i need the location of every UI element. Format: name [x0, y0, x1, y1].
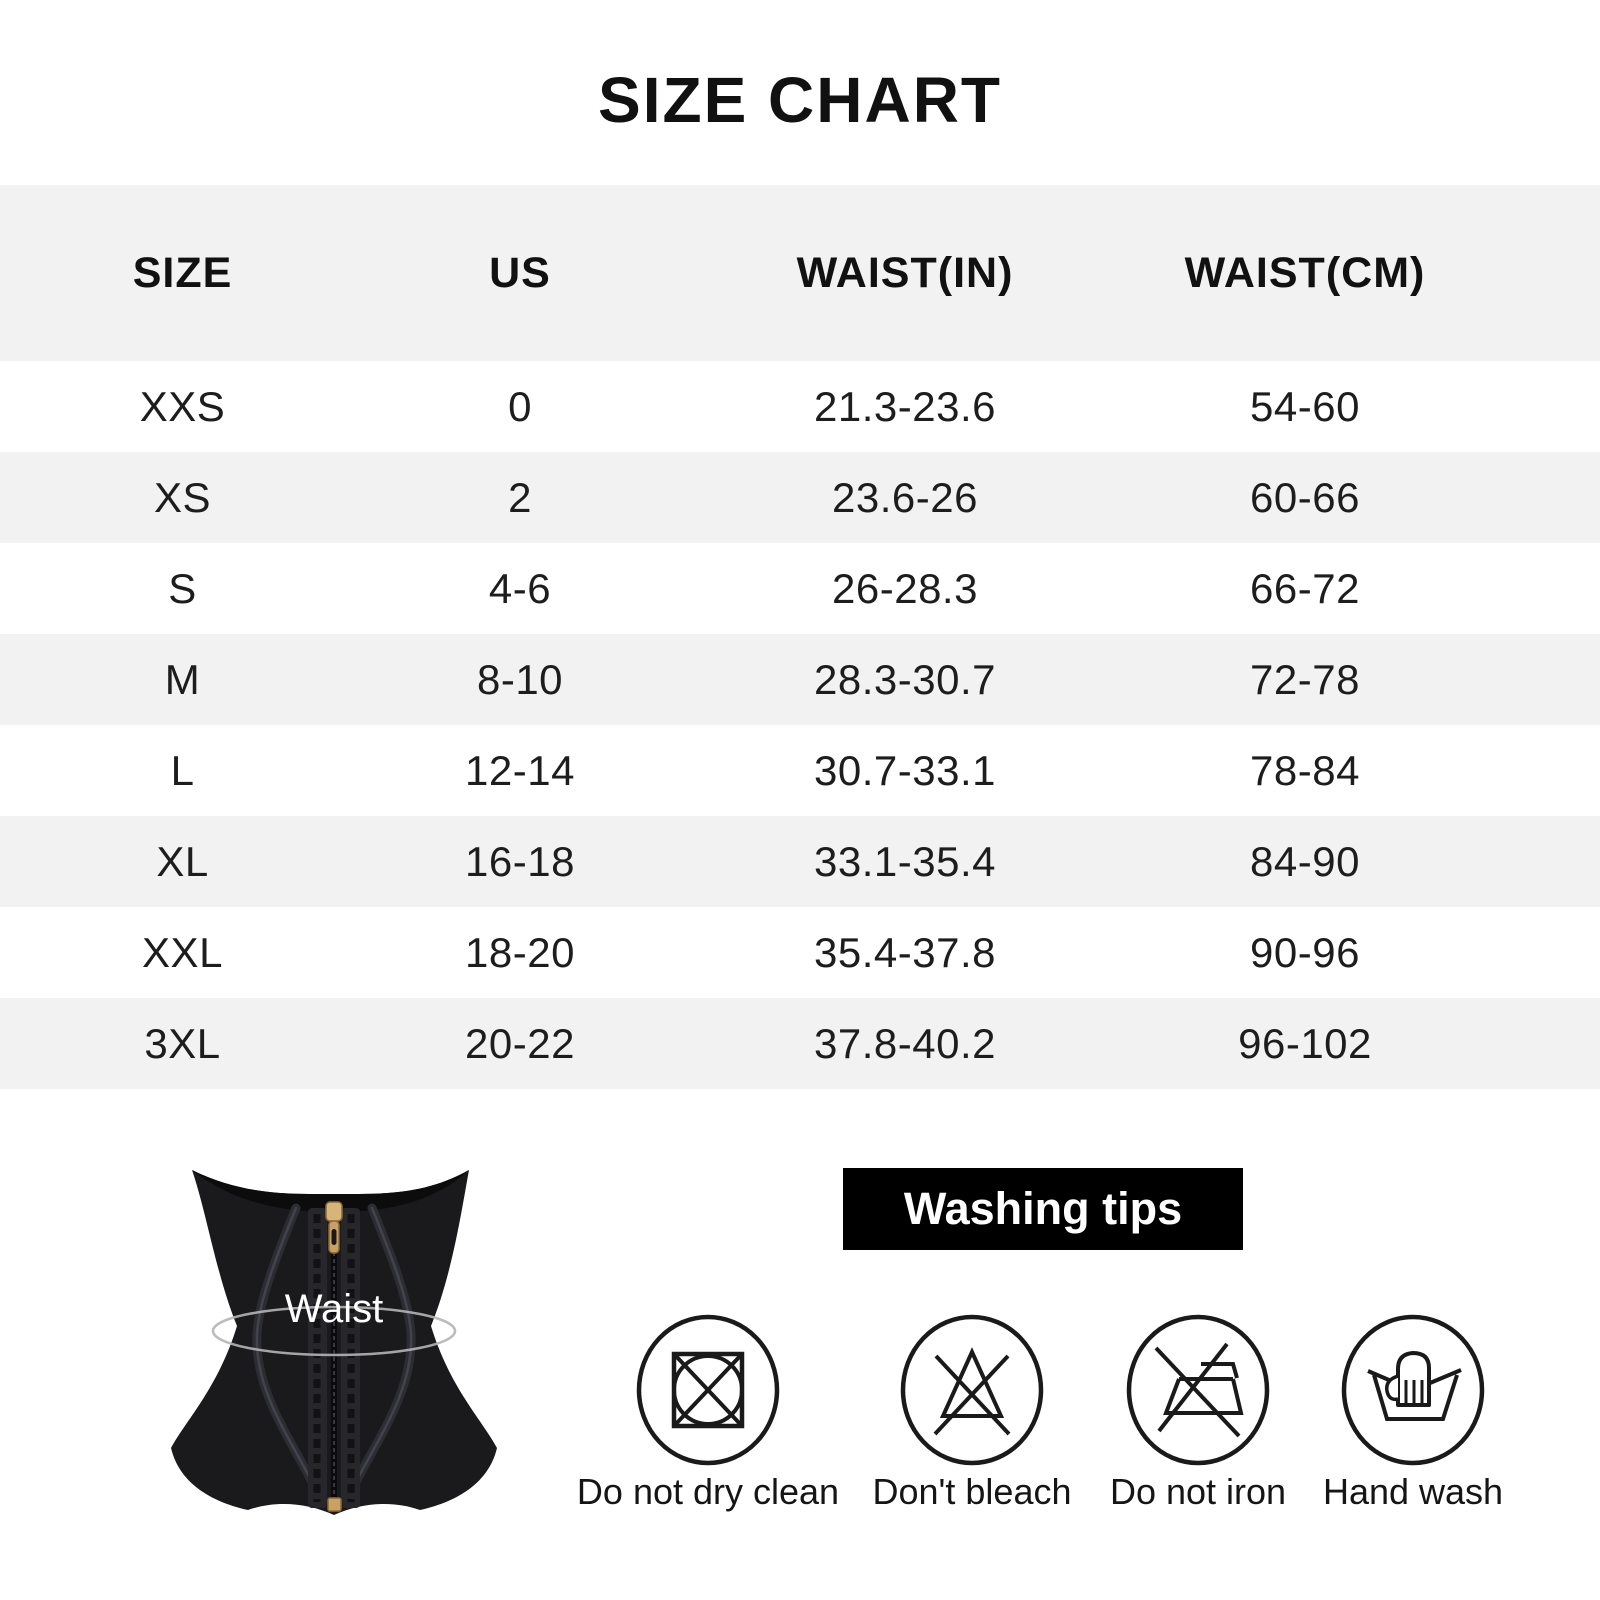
table-cell-us: 2: [508, 473, 532, 521]
waist-label: Waist: [285, 1287, 384, 1331]
table-cell-waist-in: 37.8-40.2: [814, 1019, 996, 1067]
table-cell-size: L: [170, 746, 195, 794]
table-cell-us: 16-18: [465, 837, 575, 885]
table-cell-waist-in: 28.3-30.7: [814, 655, 996, 703]
wash-label-hand-wash: Hand wash: [1322, 1471, 1504, 1512]
wash-label-dont-bleach: Don't bleach: [872, 1471, 1072, 1512]
table-row: L 12-14 30.7-33.1 78-84: [0, 725, 1600, 816]
table-row: XS 2 23.6-26 60-66: [0, 452, 1600, 543]
column-header-size: SIZE: [132, 248, 233, 297]
zipper-icon: [308, 1201, 360, 1512]
waist-ellipse: [211, 1305, 457, 1357]
wash-label-do-not-dry-clean: Do not dry clean: [576, 1471, 840, 1512]
table-cell-waist-in: 23.6-26: [832, 473, 978, 521]
table-cell-size: XL: [156, 837, 209, 885]
do-not-dry-clean-icon: [636, 1314, 780, 1466]
table-cell-waist-cm: 84-90: [1250, 837, 1360, 885]
table-row: XL 16-18 33.1-35.4 84-90: [0, 816, 1600, 907]
table-cell-waist-cm: 66-72: [1250, 564, 1360, 612]
table-cell-size: 3XL: [144, 1019, 221, 1067]
table-cell-us: 18-20: [465, 928, 575, 976]
table-cell-us: 12-14: [465, 746, 575, 794]
table-row: S 4-6 26-28.3 66-72: [0, 543, 1600, 634]
corset-top-band: [192, 1170, 469, 1212]
hand-wash-icon: [1341, 1314, 1485, 1466]
table-cell-waist-cm: 60-66: [1250, 473, 1360, 521]
page-title: SIZE CHART: [598, 64, 1002, 136]
do-not-iron-icon: [1126, 1314, 1270, 1466]
table-cell-waist-in: 26-28.3: [832, 564, 978, 612]
table-cell-size: S: [168, 564, 197, 612]
table-cell-size: XS: [153, 473, 212, 521]
table-cell-waist-cm: 96-102: [1238, 1019, 1372, 1067]
column-header-waist-cm: WAIST(CM): [1184, 248, 1426, 297]
column-header-us: US: [489, 248, 551, 297]
wash-label-do-not-iron: Do not iron: [1109, 1471, 1287, 1512]
column-header-waist-in: WAIST(IN): [796, 248, 1014, 297]
table-cell-us: 4-6: [488, 564, 552, 612]
table-cell-waist-in: 33.1-35.4: [814, 837, 996, 885]
table-row: XXS 0 21.3-23.6 54-60: [0, 361, 1600, 452]
table-cell-waist-cm: 72-78: [1250, 655, 1360, 703]
table-cell-size: XXL: [142, 928, 223, 976]
size-table: SIZE US WAIST(IN) WAIST(CM) XXS 0 21.3-2…: [0, 185, 1600, 1089]
table-cell-waist-in: 21.3-23.6: [814, 382, 996, 430]
table-row: M 8-10 28.3-30.7 72-78: [0, 634, 1600, 725]
table-cell-waist-cm: 54-60: [1250, 382, 1360, 430]
washing-tips-banner-label: Washing tips: [903, 1183, 1183, 1234]
table-row: XXL 18-20 35.4-37.8 90-96: [0, 907, 1600, 998]
corset-seams: [252, 1203, 416, 1505]
table-cell-waist-cm: 90-96: [1250, 928, 1360, 976]
corset-back-image: Waist: [171, 1170, 497, 1515]
table-cell-us: 8-10: [476, 655, 564, 703]
table-cell-waist-cm: 78-84: [1250, 746, 1360, 794]
table-cell-us: 0: [508, 382, 532, 430]
table-cell-waist-in: 35.4-37.8: [814, 928, 996, 976]
table-header-row: SIZE US WAIST(IN) WAIST(CM): [0, 185, 1600, 361]
do-not-bleach-icon: [900, 1314, 1044, 1466]
table-cell-waist-in: 30.7-33.1: [814, 746, 996, 794]
table-row: 3XL 20-22 37.8-40.2 96-102: [0, 998, 1600, 1089]
table-cell-us: 20-22: [465, 1019, 575, 1067]
washing-tips-banner: Washing tips: [843, 1168, 1243, 1250]
table-cell-size: M: [164, 655, 201, 703]
table-cell-size: XXS: [139, 382, 226, 430]
